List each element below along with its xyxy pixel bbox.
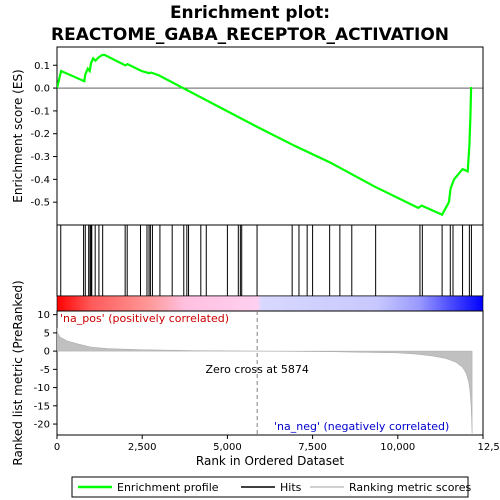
ranking-panel-frame xyxy=(56,310,484,436)
rank-y-tick-label: 10 xyxy=(37,310,50,321)
rank-y-tick-label: -20 xyxy=(34,420,50,431)
rank-x-tick-label: 7,500 xyxy=(298,442,327,453)
legend-label-hits: Hits xyxy=(280,481,302,494)
ranking-metric-area xyxy=(57,328,473,434)
es-y-axis-label: Enrichment score (ES) xyxy=(11,69,25,202)
rank-x-ticks: 0 2,500 5,000 7,500 10,000 12,500 xyxy=(54,435,500,453)
es-y-tick-label: -0.2 xyxy=(30,129,50,140)
es-y-ticks: 0.1 0.0 -0.1 -0.2 -0.3 -0.4 -0.5 xyxy=(30,61,57,209)
rank-y-tick-label: 0 xyxy=(44,347,50,358)
es-y-tick-label: -0.5 xyxy=(30,198,50,209)
positive-correlation-label: 'na_pos' (positively correlated) xyxy=(60,312,229,325)
rank-y-tick-label: -10 xyxy=(34,383,50,394)
es-y-tick-label: 0.0 xyxy=(34,84,50,95)
rank-y-ticks: 10 5 0 -5 -10 -15 -20 xyxy=(34,310,57,431)
es-y-tick-label: -0.3 xyxy=(30,152,50,163)
rank-y-tick-label: -5 xyxy=(40,365,50,376)
hit-marks xyxy=(60,225,472,296)
chart-subtitle: REACTOME_GABA_RECEPTOR_ACTIVATION xyxy=(51,25,449,45)
es-y-tick-label: 0.1 xyxy=(34,61,50,72)
rank-x-axis-label: Rank in Ordered Dataset xyxy=(196,454,344,468)
enrichment-profile-line xyxy=(57,53,473,217)
chart-title: Enrichment plot: xyxy=(170,3,330,23)
hits-panel-frame xyxy=(56,224,484,297)
legend-label-enrichment-profile: Enrichment profile xyxy=(117,481,219,494)
rank-x-tick-label: 12,500 xyxy=(478,442,500,453)
es-panel: 0.1 0.0 -0.1 -0.2 -0.3 -0.4 -0.5 Enrichment sc… xyxy=(11,46,484,226)
hits-panel xyxy=(56,224,484,297)
legend-label-ranking-metric: Ranking metric scores xyxy=(349,481,471,494)
rank-x-tick-label: 5,000 xyxy=(213,442,242,453)
ranking-panel: 10 5 0 -5 -10 -15 -20 0 2,500 5,000 7,500 10,000 12… xyxy=(11,280,500,468)
rank-y-axis-label: Ranked list metric (PreRanked) xyxy=(11,280,25,465)
rank-y-tick-label: -15 xyxy=(34,401,50,412)
es-panel-frame xyxy=(56,46,484,226)
negative-correlation-label: 'na_neg' (negatively correlated) xyxy=(274,420,449,433)
rank-y-tick-label: 5 xyxy=(44,328,50,339)
rank-color-bar xyxy=(56,295,484,312)
rank-x-tick-label: 10,000 xyxy=(380,442,415,453)
es-y-tick-label: -0.4 xyxy=(30,175,50,186)
zero-cross-annotation: Zero cross at 5874 xyxy=(205,363,308,376)
chart-legend: Enrichment profile Hits Ranking metric s… xyxy=(71,476,471,498)
rank-x-tick-label: 2,500 xyxy=(128,442,157,453)
es-y-tick-label: -0.1 xyxy=(30,106,50,117)
rank-x-tick-label: 0 xyxy=(54,442,60,453)
